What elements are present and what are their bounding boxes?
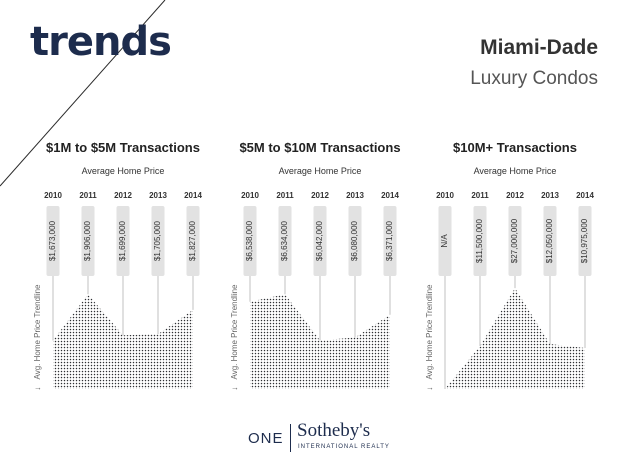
arrow-icon: → [34, 383, 42, 392]
y-axis-label: Avg. Home Price Trendline [230, 284, 239, 380]
year-tick-label: 2012 [114, 191, 132, 200]
chart-subtitle: Average Home Price [473, 166, 557, 176]
page-subtitle: Luxury Condos [470, 68, 598, 89]
trends-logo: trends [30, 19, 172, 65]
data-label: $1,906,000 [83, 220, 92, 261]
year-tick-label: 2013 [149, 191, 167, 200]
value-callout-box [383, 206, 397, 276]
data-label: $10,975,000 [580, 218, 589, 263]
value-callout-box [543, 206, 557, 276]
footer-divider [290, 424, 291, 452]
chart-panel-10m-plus: $10M+ Transactions Average Home Price 20… [425, 140, 605, 400]
value-callout-box [81, 206, 95, 276]
chart-panel-5m-10m: $5M to $10M Transactions Average Home Pr… [230, 140, 410, 400]
chart-subtitle: Average Home Price [278, 166, 362, 176]
year-tick-label: 2010 [436, 191, 454, 200]
year-tick-label: 2011 [276, 191, 294, 200]
chart-title: $10M+ Transactions [453, 140, 577, 155]
year-tick-label: 2012 [506, 191, 524, 200]
chart-1m-5m: 2010 $1,673,000 2011 $1,906,000 2012 $1,699,0… [33, 191, 202, 392]
chart-subtitle: Average Home Price [81, 166, 165, 176]
value-callout-box [348, 206, 362, 276]
sothebys-logo-text: Sotheby's [297, 420, 371, 441]
year-tick-label: 2011 [471, 191, 489, 200]
year-tick-label: 2014 [576, 191, 594, 200]
value-callout-box [243, 206, 257, 276]
value-callout-box [473, 206, 487, 276]
value-callout-box [46, 206, 60, 276]
data-label: $6,371,000 [385, 220, 394, 261]
data-label: $27,000,000 [510, 218, 519, 263]
data-label: $1,673,000 [48, 220, 57, 261]
data-label: $1,827,000 [188, 220, 197, 261]
data-label: $1,705,000 [153, 220, 162, 261]
year-tick-label: 2013 [346, 191, 364, 200]
arrow-icon: → [426, 383, 434, 392]
chart-panel-1m-5m: $1M to $5M Transactions Average Home Pri… [33, 140, 213, 400]
value-callout-box [186, 206, 200, 276]
one-logo-text: ONE [248, 430, 284, 447]
chart-title: $1M to $5M Transactions [46, 140, 200, 155]
year-tick-label: 2013 [541, 191, 559, 200]
trend-area [445, 288, 585, 389]
y-axis-label: Avg. Home Price Trendline [33, 284, 42, 380]
value-callout-box [151, 206, 165, 276]
year-tick-label: 2012 [311, 191, 329, 200]
year-tick-label: 2014 [381, 191, 399, 200]
data-label: $6,080,000 [350, 220, 359, 261]
value-callout-box [313, 206, 327, 276]
data-label: N/A [440, 234, 449, 248]
value-callout-box [438, 206, 452, 276]
value-callout-box [278, 206, 292, 276]
trend-area [53, 294, 193, 389]
chart-5m-10m: 2010 $6,538,000 2011 $6,634,000 2012 $6,042,0… [230, 191, 399, 392]
data-label: $6,538,000 [245, 220, 254, 261]
sothebys-tagline: INTERNATIONAL REALTY [298, 444, 390, 450]
chart-10m-plus: 2010 N/A 2011 $11,500,000 2012 $27,000,000 201… [425, 191, 594, 392]
arrow-icon: → [231, 383, 239, 392]
trend-area [250, 294, 390, 389]
value-callout-box [508, 206, 522, 276]
data-label: $6,042,000 [315, 220, 324, 261]
year-tick-label: 2010 [241, 191, 259, 200]
data-label: $1,699,000 [118, 220, 127, 261]
value-callout-box [578, 206, 592, 276]
year-tick-label: 2011 [79, 191, 97, 200]
year-tick-label: 2010 [44, 191, 62, 200]
value-callout-box [116, 206, 130, 276]
year-tick-label: 2014 [184, 191, 202, 200]
y-axis-label: Avg. Home Price Trendline [425, 284, 434, 380]
data-label: $12,050,000 [545, 218, 554, 263]
chart-title: $5M to $10M Transactions [239, 140, 401, 155]
footer-branding: ONE Sotheby's INTERNATIONAL REALTY [0, 420, 624, 456]
data-label: $11,500,000 [475, 219, 484, 263]
page-title: Miami-Dade [480, 36, 598, 59]
data-label: $6,634,000 [280, 220, 289, 261]
